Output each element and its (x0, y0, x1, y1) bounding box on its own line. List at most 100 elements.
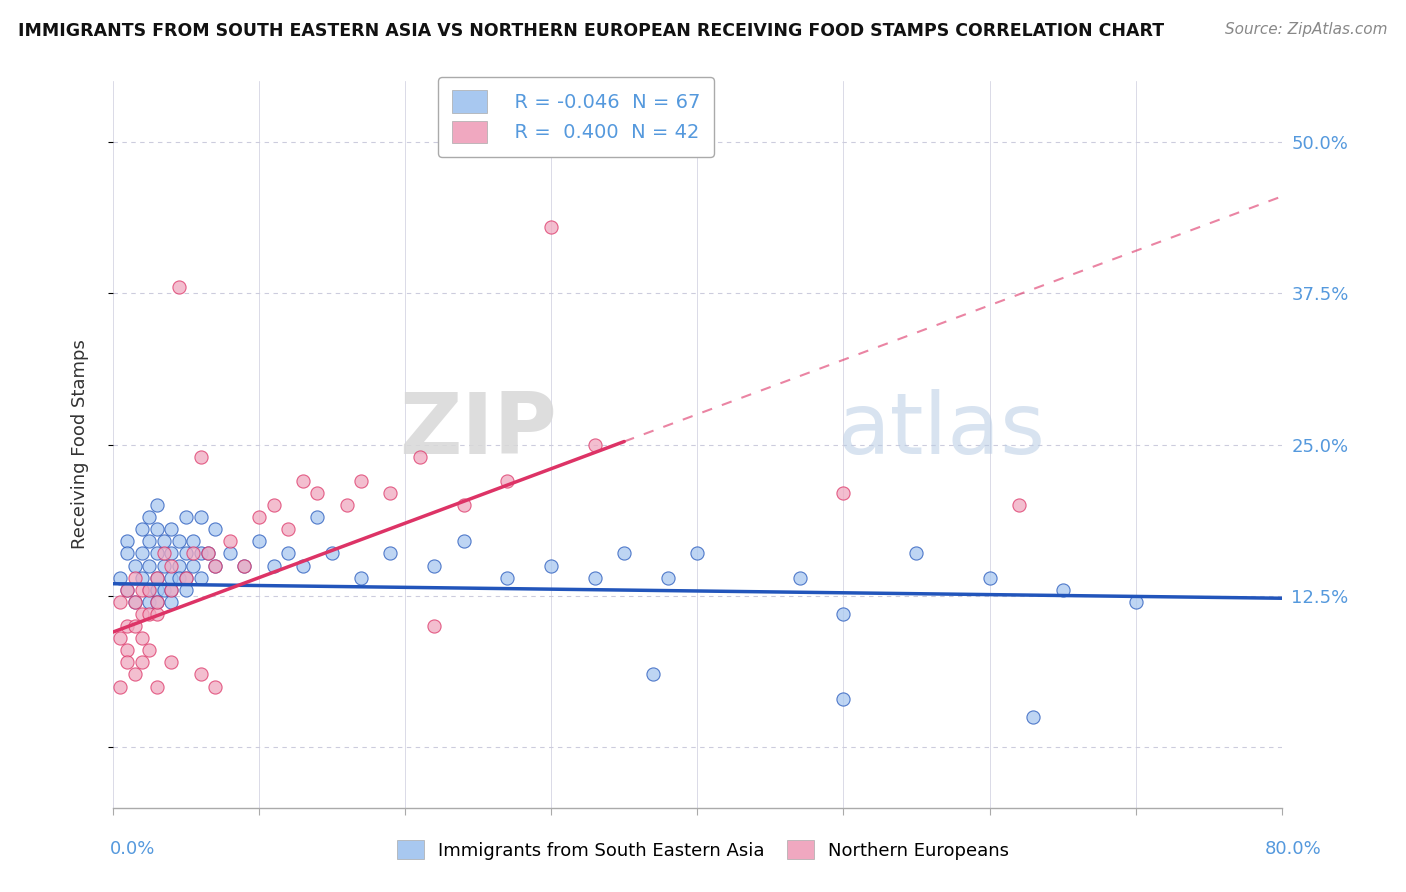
Point (583, 437, 606, 451)
Point (350, 474, 373, 488)
Point (167, 280, 190, 294)
Point (124, 558, 146, 573)
Point (204, 558, 226, 573)
Point (190, 571, 212, 585)
Point (131, 546, 153, 560)
Point (583, 571, 606, 585)
Point (263, 498, 285, 512)
Point (453, 534, 475, 549)
Point (145, 571, 167, 585)
Point (291, 558, 314, 573)
Point (138, 582, 160, 597)
Point (117, 656, 139, 670)
Point (307, 510, 329, 524)
Text: atlas: atlas (838, 389, 1046, 472)
Point (496, 571, 519, 585)
Text: IMMIGRANTS FROM SOUTH EASTERN ASIA VS NORTHERN EUROPEAN RECEIVING FOOD STAMPS CO: IMMIGRANTS FROM SOUTH EASTERN ASIA VS NO… (18, 22, 1164, 40)
Point (643, 667, 665, 681)
Text: 0.0%: 0.0% (110, 840, 155, 858)
Point (540, 219, 562, 234)
Point (153, 582, 176, 597)
Point (124, 619, 146, 633)
Point (204, 558, 226, 573)
Point (174, 571, 197, 585)
Point (1022, 710, 1045, 724)
Point (613, 546, 636, 560)
Point (145, 582, 167, 597)
Point (160, 582, 183, 597)
Point (124, 667, 146, 681)
Point (174, 546, 197, 560)
Point (496, 474, 519, 488)
Point (108, 631, 131, 645)
Text: Source: ZipAtlas.com: Source: ZipAtlas.com (1225, 22, 1388, 37)
Point (197, 546, 219, 560)
Point (832, 486, 855, 500)
Point (190, 510, 212, 524)
Point (686, 546, 709, 560)
Point (453, 498, 475, 512)
Point (145, 546, 167, 560)
Text: ZIP: ZIP (399, 389, 557, 472)
Point (138, 582, 160, 597)
Point (181, 546, 204, 560)
Y-axis label: Receiving Food Stamps: Receiving Food Stamps (72, 340, 89, 549)
Point (263, 558, 285, 573)
Point (832, 691, 855, 706)
Point (247, 510, 270, 524)
Point (247, 534, 270, 549)
Point (117, 619, 139, 633)
Point (174, 510, 197, 524)
Point (145, 680, 167, 694)
Point (160, 558, 183, 573)
Point (145, 571, 167, 585)
Point (117, 534, 139, 549)
Point (174, 571, 197, 585)
Legend:   R = -0.046  N = 67,   R =  0.400  N = 42: R = -0.046 N = 67, R = 0.400 N = 42 (439, 77, 714, 157)
Point (117, 546, 139, 560)
Point (174, 582, 197, 597)
Text: 80.0%: 80.0% (1265, 840, 1322, 858)
Point (380, 486, 402, 500)
Point (167, 571, 190, 585)
Point (145, 498, 167, 512)
Point (160, 522, 183, 536)
Point (131, 656, 153, 670)
Point (131, 607, 153, 621)
Point (160, 656, 183, 670)
Point (117, 582, 139, 597)
Point (131, 631, 153, 645)
Legend: Immigrants from South Eastern Asia, Northern Europeans: Immigrants from South Eastern Asia, Nort… (389, 833, 1017, 867)
Point (138, 558, 160, 573)
Point (108, 571, 131, 585)
Point (423, 619, 446, 633)
Point (233, 558, 256, 573)
Point (408, 450, 430, 464)
Point (117, 643, 139, 657)
Point (218, 546, 240, 560)
Point (160, 546, 183, 560)
Point (138, 643, 160, 657)
Point (832, 607, 855, 621)
Point (124, 595, 146, 609)
Point (131, 522, 153, 536)
Point (145, 607, 167, 621)
Point (197, 546, 219, 560)
Point (423, 558, 446, 573)
Point (145, 595, 167, 609)
Point (789, 571, 811, 585)
Point (277, 522, 299, 536)
Point (204, 680, 226, 694)
Point (350, 571, 373, 585)
Point (131, 571, 153, 585)
Point (657, 571, 679, 585)
Point (153, 558, 176, 573)
Point (145, 522, 167, 536)
Point (277, 546, 299, 560)
Point (181, 558, 204, 573)
Point (167, 534, 190, 549)
Point (145, 595, 167, 609)
Point (1125, 595, 1147, 609)
Point (138, 510, 160, 524)
Point (160, 595, 183, 609)
